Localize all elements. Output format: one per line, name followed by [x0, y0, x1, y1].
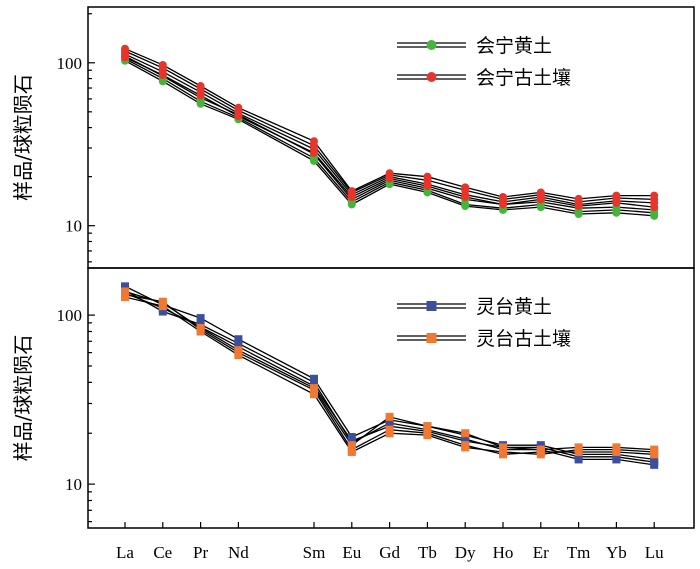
series-line [124, 60, 655, 217]
data-point [234, 103, 243, 112]
x-tick-label: Yb [606, 543, 627, 562]
y-axis-label: 样品/球粒陨石 [11, 74, 35, 201]
legend-label: 会宁黄土 [476, 35, 552, 57]
x-tick-label: Lu [645, 543, 664, 562]
data-point [612, 452, 621, 461]
series-line [124, 296, 655, 456]
x-axis: La Ce Pr Nd Sm Eu Gd Tb Dy Ho Er Tm Yb Lu [116, 522, 664, 562]
data-point [461, 443, 470, 452]
data-point [385, 412, 394, 421]
data-point [310, 390, 318, 399]
x-tick-label: Ho [493, 543, 514, 562]
x-tick-label: Eu [342, 543, 361, 562]
data-point [461, 183, 470, 192]
data-point [423, 172, 432, 181]
series-line [124, 292, 655, 463]
data-point [423, 431, 432, 440]
data-point [499, 443, 507, 452]
data-point [196, 82, 205, 91]
data-point [612, 443, 621, 452]
y-tick-label: 100 [57, 306, 83, 325]
data-point [121, 44, 129, 53]
plot-frame [87, 6, 695, 269]
legend-label: 灵台古土壤 [476, 328, 571, 350]
data-point [650, 458, 659, 467]
legend-label: 会宁古土壤 [476, 67, 571, 89]
y-tick-label: 100 [57, 54, 83, 73]
data-point [612, 191, 621, 200]
plot-frame [87, 267, 695, 529]
data-point [347, 441, 356, 450]
data-point [461, 436, 470, 445]
data-point [347, 436, 356, 445]
series-line [124, 48, 655, 200]
series-line [124, 53, 655, 206]
series-line [124, 55, 655, 211]
data-point [499, 193, 507, 202]
data-point [574, 443, 583, 452]
data-point [310, 137, 318, 146]
series-line [124, 289, 655, 466]
data-point [158, 298, 167, 307]
data-point [121, 292, 129, 301]
legend-marker [426, 333, 437, 343]
data-point [650, 445, 659, 454]
series-line [124, 50, 655, 203]
x-tick-label: La [116, 543, 134, 562]
series-line [124, 58, 655, 214]
data-point [196, 314, 205, 323]
data-point [196, 323, 205, 332]
data-point [347, 447, 356, 456]
data-point [385, 429, 394, 438]
legend-marker [426, 72, 437, 82]
x-tick-label: Ce [153, 543, 172, 562]
legend-marker [426, 40, 437, 50]
data-point [536, 450, 545, 459]
data-point [121, 282, 129, 291]
x-tick-label: Nd [228, 543, 249, 562]
x-tick-label: Tb [418, 543, 437, 562]
data-point [574, 452, 583, 461]
y-tick-label: 10 [65, 217, 82, 236]
data-point [499, 447, 507, 456]
data-point [121, 287, 129, 296]
data-point [536, 445, 545, 454]
data-point [574, 194, 583, 203]
x-tick-label: Tm [567, 543, 591, 562]
data-point [423, 422, 432, 431]
series-line [124, 56, 655, 208]
x-tick-label: Dy [455, 543, 476, 562]
x-tick-label: Sm [303, 543, 326, 562]
series-line [124, 294, 655, 456]
legend-marker [426, 301, 437, 311]
data-point [536, 188, 545, 197]
legend-label: 灵台黄土 [476, 296, 552, 318]
y-axis-label: 样品/球粒陨石 [11, 335, 35, 462]
data-point [650, 191, 659, 200]
x-tick-label: Er [533, 543, 549, 562]
data-point [158, 60, 167, 69]
y-tick-label: 10 [65, 475, 82, 494]
data-point [234, 346, 243, 355]
x-tick-label: Gd [379, 543, 400, 562]
data-point [234, 351, 243, 360]
data-point [310, 384, 318, 393]
series-line [124, 285, 655, 461]
series-line [124, 290, 655, 451]
x-tick-label: Pr [193, 543, 208, 562]
data-point [461, 429, 470, 438]
data-point [234, 335, 243, 344]
data-point [385, 169, 394, 178]
data-point [347, 187, 356, 196]
